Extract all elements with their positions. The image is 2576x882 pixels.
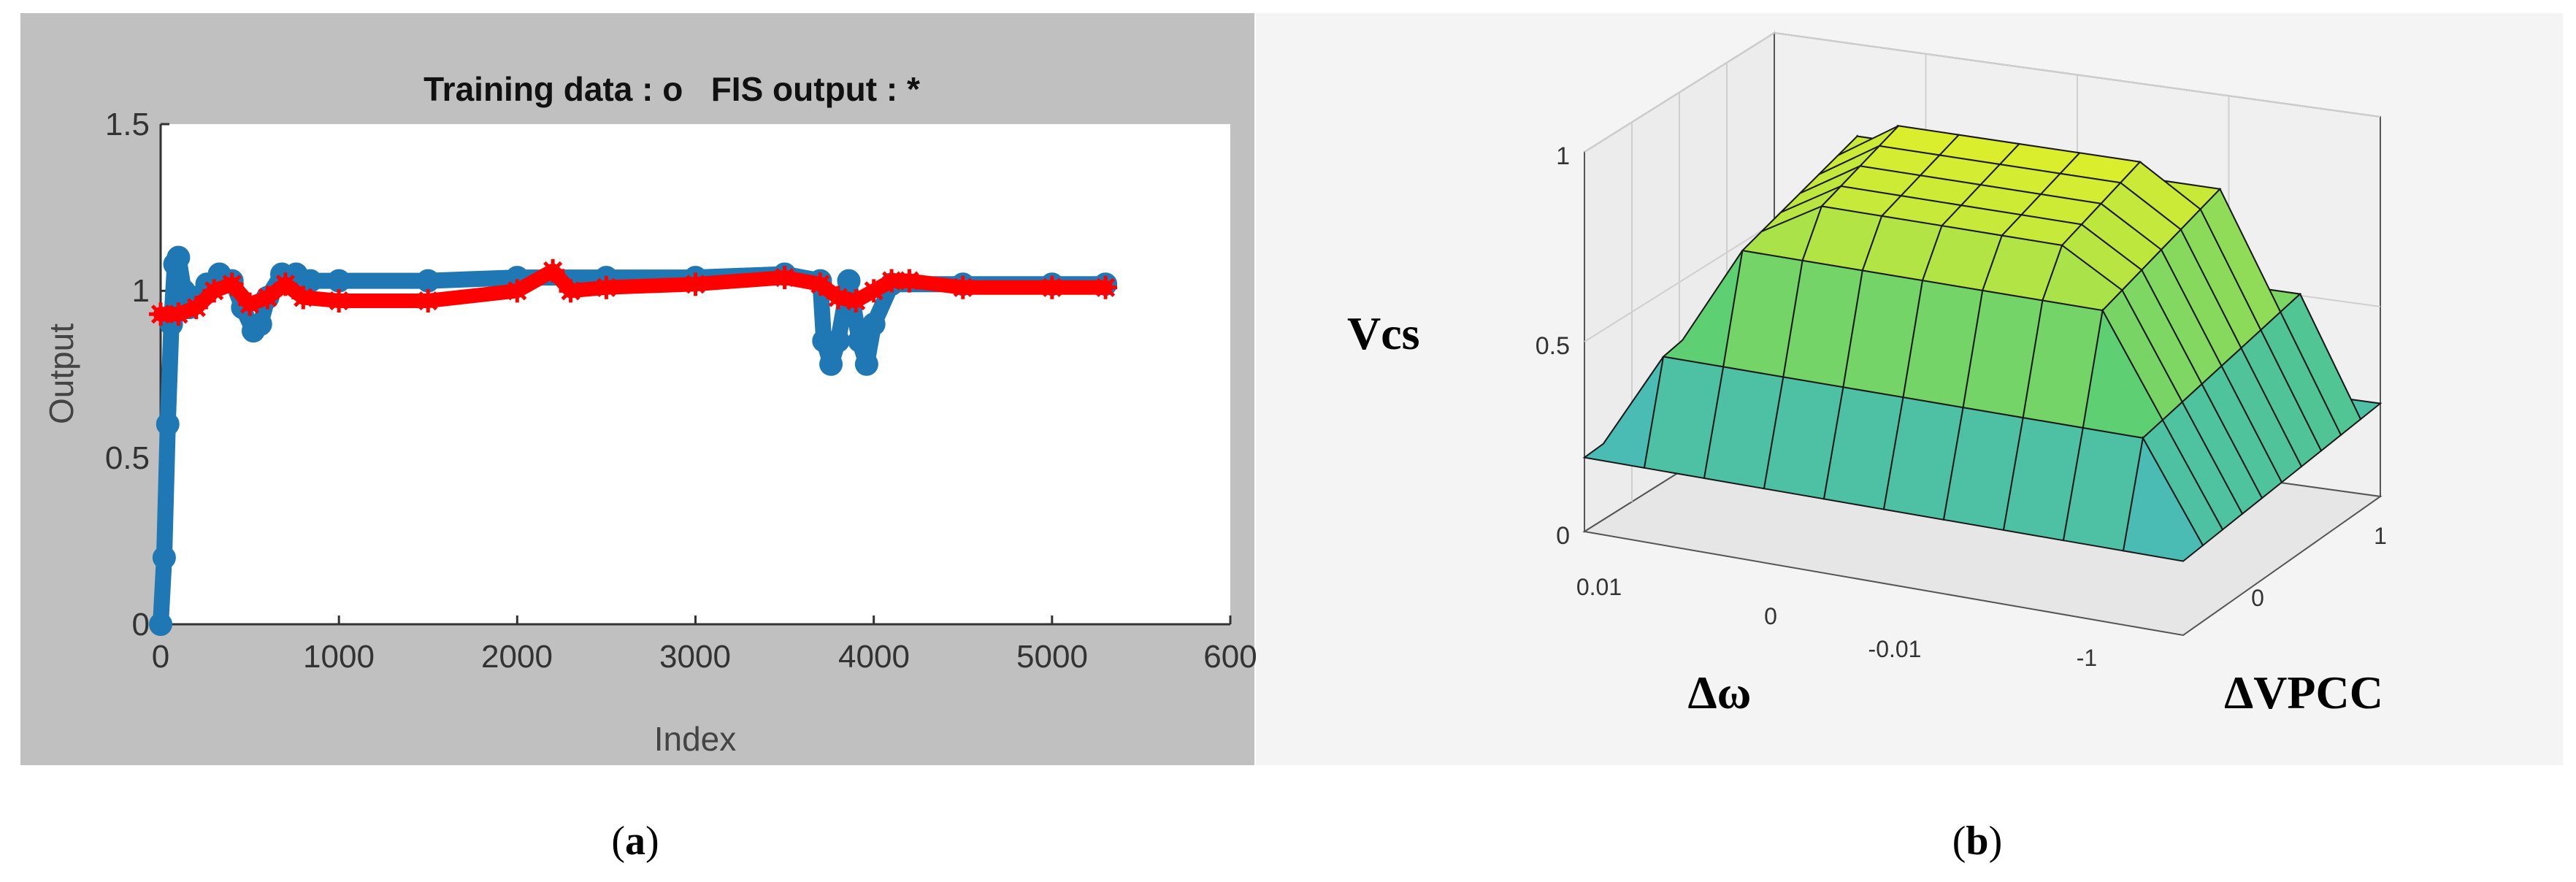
- surface-facet: [2122, 435, 2204, 562]
- caption-a-open-paren: (: [611, 818, 625, 864]
- training-data-point: [248, 312, 272, 336]
- caption-b-open-paren: (: [1952, 818, 1966, 864]
- fis-output-point: [773, 266, 797, 290]
- training-data-point: [854, 352, 878, 376]
- b-xtick-label: -0.01: [1868, 636, 1922, 662]
- caption-b-close-paren: ): [1989, 818, 2003, 864]
- panel-a-plot-area: [161, 124, 1230, 624]
- fis-output-point: [683, 272, 708, 296]
- panel-b-z-label: Vcs: [1347, 307, 1420, 359]
- a-xtick-label: 600: [1203, 639, 1257, 675]
- fis-output-point: [897, 269, 921, 293]
- b-xtick-label: 0.01: [1576, 574, 1622, 600]
- training-data-point: [848, 329, 872, 353]
- fis-output-point: [291, 285, 315, 310]
- training-data-point: [826, 329, 850, 353]
- fis-output-point: [808, 272, 832, 296]
- fis-output-point: [1094, 275, 1118, 299]
- a-ytick-label: 0: [132, 607, 150, 643]
- panel-a-title: Training data : o FIS output : *: [423, 70, 920, 108]
- fis-output-point: [505, 279, 529, 303]
- panel-b-x-ticklabels: 0.01 0 -0.01: [1576, 574, 1922, 662]
- panel-a-x-ticklabels: 0 1000 2000 3000 4000 5000 600: [152, 639, 1257, 675]
- training-data-point: [152, 545, 176, 570]
- panel-b-surface: [1582, 124, 2383, 562]
- fis-output-point: [166, 302, 191, 326]
- a-xtick-label: 3000: [659, 639, 731, 675]
- fis-output-point: [256, 285, 280, 310]
- a-ytick-label: 1.5: [105, 107, 150, 142]
- a-xtick-label: 2000: [481, 639, 553, 675]
- fis-output-point: [862, 279, 886, 303]
- panel-a-data: [149, 245, 1118, 636]
- caption-a-letter: a: [625, 818, 645, 864]
- panel-a-y-label: Output: [42, 323, 80, 424]
- panel-b-y-label: ΔVPCC: [2224, 667, 2383, 718]
- fis-output-point: [541, 258, 565, 283]
- fis-output-point: [1040, 275, 1064, 299]
- panel-b-x-label: Δω: [1688, 667, 1752, 718]
- panel-b-y-ticklabels: -1 0 1: [2077, 523, 2387, 671]
- fis-output-point: [826, 285, 850, 310]
- a-xtick-label: 0: [152, 639, 169, 675]
- svg-text:(a): (a): [611, 818, 659, 864]
- a-xtick-label: 1000: [303, 639, 375, 675]
- svg-text:(b): (b): [1952, 818, 2002, 864]
- fis-output-point: [327, 289, 351, 313]
- training-data-point: [837, 269, 861, 293]
- panel-a: Training data : o FIS output : * 0 0.5 1…: [20, 13, 1257, 765]
- caption-b-letter: b: [1966, 818, 1988, 864]
- fis-output-point: [149, 302, 172, 326]
- training-data-point: [819, 352, 843, 376]
- fis-output-point: [594, 275, 618, 299]
- fis-output-point: [559, 279, 583, 303]
- a-ytick-label: 0.5: [105, 440, 150, 476]
- training-data-point: [862, 312, 886, 336]
- panel-a-y-ticklabels: 0 0.5 1 1.5: [105, 107, 150, 643]
- b-ztick-label: 1: [1556, 142, 1570, 170]
- a-xtick-label: 4000: [838, 639, 910, 675]
- a-xtick-label: 5000: [1016, 639, 1088, 675]
- caption-a: (a): [611, 818, 659, 864]
- b-xtick-label: 0: [1764, 603, 1777, 629]
- training-data-band: [153, 249, 1114, 632]
- a-ytick-label: 1: [132, 273, 150, 309]
- fis-output-point: [273, 272, 297, 296]
- fis-output-point: [951, 275, 975, 299]
- training-data-point: [166, 245, 191, 269]
- b-ztick-label: 0: [1556, 522, 1570, 550]
- fis-output-point: [416, 289, 440, 313]
- panel-b: 0 0.5 1 0.01 0 -0.01 -1 0 1 Vcs Δω ΔVPCC: [1256, 13, 2563, 765]
- fis-output-point: [220, 272, 244, 296]
- wall-grid-line: [1584, 31, 2381, 153]
- caption-a-close-paren: ): [645, 818, 659, 864]
- panel-b-z-ticklabels: 0 0.5 1: [1536, 142, 1570, 550]
- b-ztick-label: 0.5: [1536, 332, 1570, 360]
- fis-output-point: [238, 292, 262, 316]
- training-data-point: [812, 329, 836, 353]
- fis-output-point: [880, 269, 904, 293]
- fis-output-point: [844, 289, 868, 313]
- caption-b: (b): [1952, 818, 2002, 864]
- panel-a-x-label: Index: [654, 720, 737, 758]
- training-data-point: [156, 413, 180, 436]
- training-data-point: [149, 613, 172, 636]
- b-ytick-label: -1: [2077, 645, 2097, 671]
- fis-output-point: [202, 279, 226, 303]
- b-ytick-label: 1: [2374, 523, 2387, 549]
- fis-output-point: [184, 296, 208, 320]
- b-ytick-label: 0: [2251, 585, 2264, 611]
